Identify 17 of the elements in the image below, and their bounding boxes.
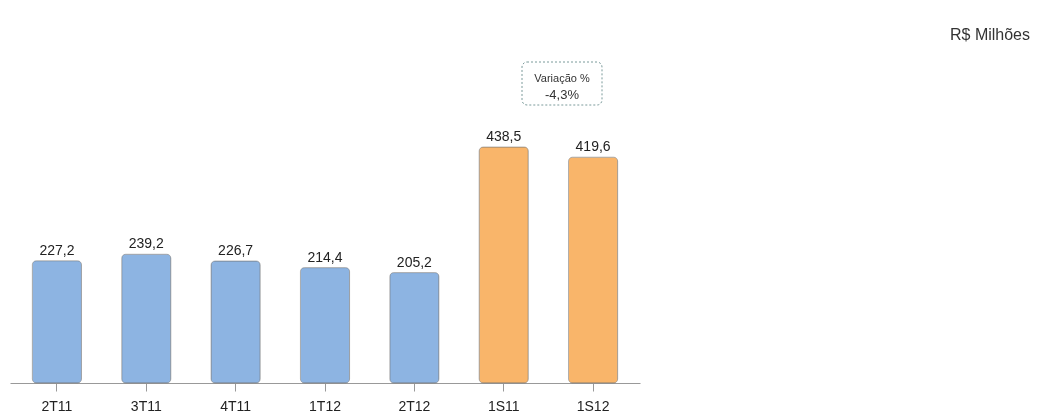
- x-tick-label: 1T12: [309, 397, 342, 414]
- x-tick-label: 2T11: [41, 397, 73, 414]
- x-tick-label: 4T11: [220, 397, 252, 414]
- text: Variação %: [534, 72, 590, 84]
- data-label: 438,5: [486, 128, 522, 144]
- text: R$ Milhões: [949, 26, 1031, 43]
- text: -4,3%: [545, 87, 580, 102]
- data-label: 419,6: [575, 138, 611, 155]
- data-label: 239,2: [128, 235, 164, 252]
- data-label: 214,4: [307, 248, 343, 265]
- x-tick-label: 2T12: [398, 397, 431, 414]
- x-tick-label: 1S12: [576, 397, 610, 414]
- data-label: 226,7: [218, 241, 254, 258]
- data-label: 205,2: [396, 253, 433, 270]
- x-tick-label: 1S11: [487, 397, 520, 414]
- data-label: 227,2: [39, 241, 75, 258]
- x-tick-label: 3T11: [130, 397, 162, 414]
